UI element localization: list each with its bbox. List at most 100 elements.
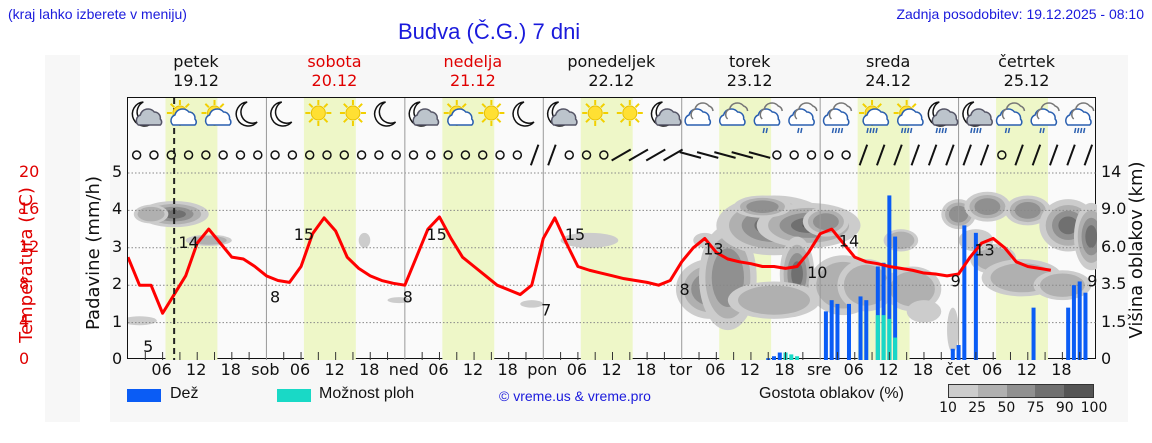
moon-icon xyxy=(270,101,293,127)
showers-swatch xyxy=(277,389,311,402)
day-name: četrtek xyxy=(998,52,1055,71)
sun-icon xyxy=(582,100,609,126)
precip-bar xyxy=(956,345,961,360)
x-tick-label: 12 xyxy=(186,360,207,379)
density-tick: 90 xyxy=(1055,400,1074,416)
moon-icon xyxy=(235,101,258,127)
precip-bar xyxy=(950,348,955,360)
temperature-annotation: 7 xyxy=(541,301,551,320)
calm-wind-icon xyxy=(841,150,851,160)
wind-barb-icon xyxy=(731,151,754,159)
day-name: sreda xyxy=(865,52,911,71)
calm-wind-icon xyxy=(495,150,505,160)
precip-bar xyxy=(829,300,834,360)
wind-barb-icon xyxy=(1031,144,1042,166)
precip-bar xyxy=(875,315,880,360)
day-name: torek xyxy=(729,52,771,71)
calm-wind-icon xyxy=(253,150,263,160)
wind-barb-icon xyxy=(1066,144,1076,166)
copyright-link[interactable]: © vreme.us & vreme.pro xyxy=(499,388,651,404)
moon-icon xyxy=(373,101,397,127)
wind-barb-icon xyxy=(645,148,666,162)
precip-bar xyxy=(864,300,869,360)
precip-bar xyxy=(962,225,967,360)
temperature-tick: 0 xyxy=(19,349,30,368)
temperature-annotation: 5 xyxy=(143,337,153,356)
density-swatch xyxy=(1035,385,1065,397)
x-tick-label: 18 xyxy=(497,360,518,379)
density-tick: 50 xyxy=(997,400,1016,416)
sun-icon xyxy=(478,100,505,126)
sun-cloud-rain-icon xyxy=(893,100,924,134)
calm-wind-icon xyxy=(564,150,574,160)
x-tick-label: pon xyxy=(527,360,558,379)
cloud-blob xyxy=(1058,216,1078,235)
wind-barb-icon xyxy=(529,144,540,166)
calm-wind-icon xyxy=(183,150,194,160)
moon-cloud-rain-icon xyxy=(927,101,959,134)
x-tick-label: tor xyxy=(669,360,693,379)
sun-cloud-icon xyxy=(443,100,474,126)
day-header-4: torek 23.12 xyxy=(681,52,819,90)
wind-barb-icon xyxy=(962,144,972,166)
cloud-blob xyxy=(746,200,779,213)
calm-wind-icon xyxy=(581,150,592,160)
cloud-blob xyxy=(812,213,839,230)
precip-bar xyxy=(1066,307,1071,360)
wind-barb-icon xyxy=(663,148,684,162)
temperature-annotation: 15 xyxy=(426,225,446,244)
density-swatch xyxy=(1064,385,1093,397)
cloud-blob xyxy=(974,198,1001,216)
x-tick-label: 06 xyxy=(566,360,588,379)
sun-icon xyxy=(305,100,332,126)
precipitation-tick: 3 xyxy=(112,236,123,256)
cloud-height-tick: 14 xyxy=(1101,162,1122,181)
calm-wind-icon xyxy=(287,150,298,160)
day-date: 24.12 xyxy=(865,71,912,90)
plot-area: 5 14 8 15 8 15 7 15 8 13 10 14 9 13 9 xyxy=(122,97,1109,360)
precipitation-tick: 4 xyxy=(112,199,123,219)
cloud-blob xyxy=(906,300,942,323)
precip-bar xyxy=(789,354,794,360)
wind-barb-icon xyxy=(547,144,557,166)
precipitation-axis-label: Padavine (mm/h) xyxy=(83,176,104,330)
day-date: 25.12 xyxy=(1003,71,1050,90)
wind-barb-icon xyxy=(876,144,886,166)
cloud-height-tick: 9.0 xyxy=(1101,199,1127,219)
calm-wind-icon xyxy=(356,150,367,160)
temperature-annotation: 9 xyxy=(1087,272,1097,291)
temperature-tick: 16 xyxy=(19,199,40,219)
precipitation-tick: 2 xyxy=(112,274,123,294)
precip-bar xyxy=(858,296,863,360)
cloud-blob xyxy=(137,206,165,222)
x-tick-label: 06 xyxy=(289,360,311,379)
cloud-height-axis-label: Višina oblakov (km) xyxy=(1126,161,1147,339)
cloud-rain-light-icon xyxy=(788,102,818,134)
x-tick-label: 06 xyxy=(151,360,172,379)
day-header-3: ponedeljek 22.12 xyxy=(542,52,680,90)
page-title: Budva (Č.G.) 7 dni xyxy=(398,19,581,44)
calm-wind-icon xyxy=(201,150,211,160)
cloud-icon xyxy=(719,102,749,126)
x-tick-label: 18 xyxy=(912,360,934,379)
calm-wind-icon xyxy=(322,150,332,160)
day-date: 20.12 xyxy=(311,71,358,90)
precip-bar xyxy=(1031,307,1036,360)
calm-wind-icon xyxy=(218,150,228,160)
cloud-icon xyxy=(684,102,714,126)
precip-bar xyxy=(881,315,886,360)
cloud-blob xyxy=(358,232,371,248)
temperature-tick: 8 xyxy=(19,274,30,294)
wind-barb-icon xyxy=(748,151,771,159)
day-name: petek xyxy=(173,52,219,71)
x-tick-label: 12 xyxy=(739,360,761,379)
moon-cloud-icon xyxy=(408,101,440,127)
precip-bar xyxy=(835,303,840,360)
cloud-blob xyxy=(520,300,544,308)
daylight-band xyxy=(580,98,633,360)
precip-bar xyxy=(973,232,978,360)
precip-bar xyxy=(1071,285,1076,360)
moon-icon xyxy=(512,101,535,127)
x-tick-label: 18 xyxy=(635,360,657,379)
x-tick-label: ned xyxy=(388,360,419,379)
